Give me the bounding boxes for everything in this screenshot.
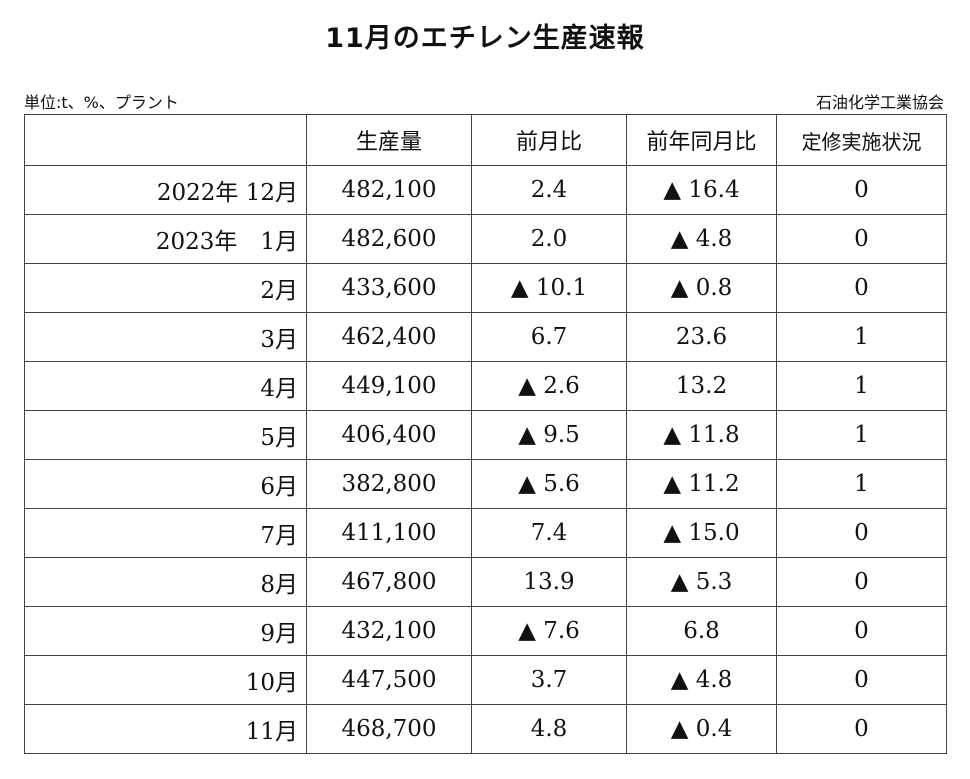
month-over-month-cell: ▲ 5.6 (471, 459, 627, 509)
year-over-year-cell: ▲ 16.4 (626, 165, 777, 215)
table-row: 7月 411,100 7.4 ▲ 15.0 0 (24, 508, 947, 558)
period-cell: 2月 (24, 263, 307, 313)
production-volume-cell: 468,700 (306, 704, 472, 754)
ethylene-production-table: 生産量 前月比 前年同月比 定修実施状況 2022年 12月 482,100 2.4… (24, 114, 947, 754)
production-volume-cell: 449,100 (306, 361, 472, 411)
month-over-month-cell: 2.4 (471, 165, 627, 215)
year-over-year-cell: ▲ 0.4 (626, 704, 777, 754)
year-over-year-cell: ▲ 5.3 (626, 557, 777, 607)
year-over-year-cell: 23.6 (626, 312, 777, 362)
maintenance-status-cell: 1 (776, 410, 947, 460)
year-over-year-cell: ▲ 4.8 (626, 655, 777, 705)
table-row: 10月 447,500 3.7 ▲ 4.8 0 (24, 655, 947, 705)
header-month-over-month: 前月比 (471, 114, 627, 166)
month-over-month-cell: 2.0 (471, 214, 627, 264)
production-volume-cell: 447,500 (306, 655, 472, 705)
production-volume-cell: 382,800 (306, 459, 472, 509)
year-over-year-cell: ▲ 4.8 (626, 214, 777, 264)
period-cell: 11月 (24, 704, 307, 754)
period-cell: 9月 (24, 606, 307, 656)
maintenance-status-cell: 0 (776, 704, 947, 754)
production-volume-cell: 411,100 (306, 508, 472, 558)
month-over-month-cell: ▲ 2.6 (471, 361, 627, 411)
header-period (24, 114, 307, 166)
period-cell: 2022年 12月 (24, 165, 307, 215)
table-header: 生産量 前月比 前年同月比 定修実施状況 (24, 114, 947, 166)
page-title: 11月のエチレン生産速報 (325, 23, 645, 54)
production-volume-cell: 482,100 (306, 165, 472, 215)
production-volume-cell: 406,400 (306, 410, 472, 460)
period-cell: 5月 (24, 410, 307, 460)
table-row: 11月 468,700 4.8 ▲ 0.4 0 (24, 704, 947, 754)
table-row: 8月 467,800 13.9 ▲ 5.3 0 (24, 557, 947, 607)
period-cell: 8月 (24, 557, 307, 607)
month-over-month-cell: 3.7 (471, 655, 627, 705)
table-row: 4月 449,100 ▲ 2.6 13.2 1 (24, 361, 947, 411)
month-over-month-cell: 7.4 (471, 508, 627, 558)
maintenance-status-cell: 0 (776, 263, 947, 313)
header-row: 生産量 前月比 前年同月比 定修実施状況 (24, 114, 947, 166)
period-cell: 10月 (24, 655, 307, 705)
period-cell: 4月 (24, 361, 307, 411)
header-production-volume: 生産量 (306, 114, 472, 166)
month-over-month-cell: 6.7 (471, 312, 627, 362)
maintenance-status-cell: 0 (776, 165, 947, 215)
production-volume-cell: 467,800 (306, 557, 472, 607)
period-cell: 2023年 1月 (24, 214, 307, 264)
maintenance-status-cell: 1 (776, 361, 947, 411)
maintenance-status-cell: 0 (776, 655, 947, 705)
year-over-year-cell: ▲ 15.0 (626, 508, 777, 558)
maintenance-status-cell: 0 (776, 508, 947, 558)
maintenance-status-cell: 0 (776, 557, 947, 607)
table-row: 5月 406,400 ▲ 9.5 ▲ 11.8 1 (24, 410, 947, 460)
maintenance-status-cell: 0 (776, 606, 947, 656)
maintenance-status-cell: 0 (776, 214, 947, 264)
year-over-year-cell: 13.2 (626, 361, 777, 411)
year-over-year-cell: ▲ 11.2 (626, 459, 777, 509)
table-row: 6月 382,800 ▲ 5.6 ▲ 11.2 1 (24, 459, 947, 509)
year-over-year-cell: 6.8 (626, 606, 777, 656)
month-over-month-cell: 4.8 (471, 704, 627, 754)
header-year-over-year: 前年同月比 (626, 114, 777, 166)
organization-name: 石油化学工業協会 (815, 93, 944, 112)
table-row: 2023年 1月 482,600 2.0 ▲ 4.8 0 (24, 214, 947, 264)
month-over-month-cell: ▲ 10.1 (471, 263, 627, 313)
table-row: 2月 433,600 ▲ 10.1 ▲ 0.8 0 (24, 263, 947, 313)
month-over-month-cell: ▲ 7.6 (471, 606, 627, 656)
production-volume-cell: 433,600 (306, 263, 472, 313)
month-over-month-cell: ▲ 9.5 (471, 410, 627, 460)
month-over-month-cell: 13.9 (471, 557, 627, 607)
production-volume-cell: 432,100 (306, 606, 472, 656)
year-over-year-cell: ▲ 0.8 (626, 263, 777, 313)
period-cell: 6月 (24, 459, 307, 509)
table-row: 2022年 12月 482,100 2.4 ▲ 16.4 0 (24, 165, 947, 215)
year-over-year-cell: ▲ 11.8 (626, 410, 777, 460)
maintenance-status-cell: 1 (776, 312, 947, 362)
header-maintenance-status: 定修実施状況 (776, 114, 947, 166)
production-volume-cell: 462,400 (306, 312, 472, 362)
period-cell: 3月 (24, 312, 307, 362)
unit-note: 単位:t、%、プラント (24, 93, 179, 112)
table-row: 9月 432,100 ▲ 7.6 6.8 0 (24, 606, 947, 656)
table-body: 2022年 12月 482,100 2.4 ▲ 16.4 0 2023年 1月 482,60… (24, 165, 947, 754)
maintenance-status-cell: 1 (776, 459, 947, 509)
production-volume-cell: 482,600 (306, 214, 472, 264)
period-cell: 7月 (24, 508, 307, 558)
table-row: 3月 462,400 6.7 23.6 1 (24, 312, 947, 362)
